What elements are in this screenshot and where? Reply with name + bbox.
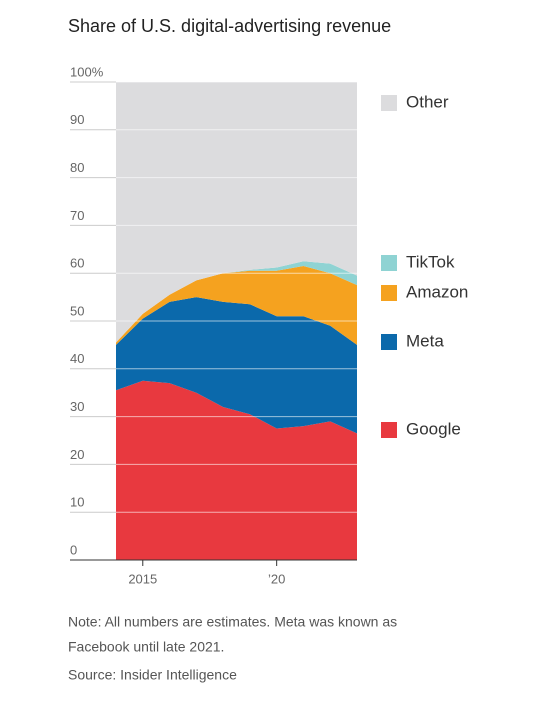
legend-swatch	[381, 255, 397, 271]
note: Note: All numbers are estimates. Meta wa…	[68, 614, 397, 630]
legend-label: Meta	[406, 331, 444, 350]
legend-label: Google	[406, 419, 461, 438]
y-tick-label: 60	[70, 256, 84, 271]
y-tick-label: 100%	[70, 64, 104, 79]
y-tick-label: 30	[70, 399, 84, 414]
y-tick-label: 80	[70, 160, 84, 175]
legend-label: Amazon	[406, 282, 468, 301]
area	[116, 261, 357, 343]
source: Source: Insider Intelligence	[68, 667, 237, 683]
y-tick-label: 50	[70, 303, 84, 318]
y-tick-label: 90	[70, 112, 84, 127]
x-tick-label: 2015	[128, 571, 157, 586]
y-tick-label: 0	[70, 542, 77, 557]
area	[116, 82, 357, 343]
area	[116, 380, 357, 560]
x-tick-label: ’20	[268, 571, 285, 586]
legend-label: TikTok	[406, 252, 455, 271]
area	[116, 297, 357, 434]
chart-title: Share of U.S. digital-advertising revenu…	[68, 16, 391, 36]
legend-label: Other	[406, 92, 449, 111]
legend-swatch	[381, 95, 397, 111]
y-tick-label: 70	[70, 208, 84, 223]
y-tick-label: 20	[70, 447, 84, 462]
y-tick-label: 10	[70, 495, 84, 510]
y-tick-label: 40	[70, 351, 84, 366]
note: Facebook until late 2021.	[68, 639, 224, 655]
area	[116, 266, 357, 345]
legend-swatch	[381, 334, 397, 350]
legend-swatch	[381, 285, 397, 301]
legend-swatch	[381, 422, 397, 438]
